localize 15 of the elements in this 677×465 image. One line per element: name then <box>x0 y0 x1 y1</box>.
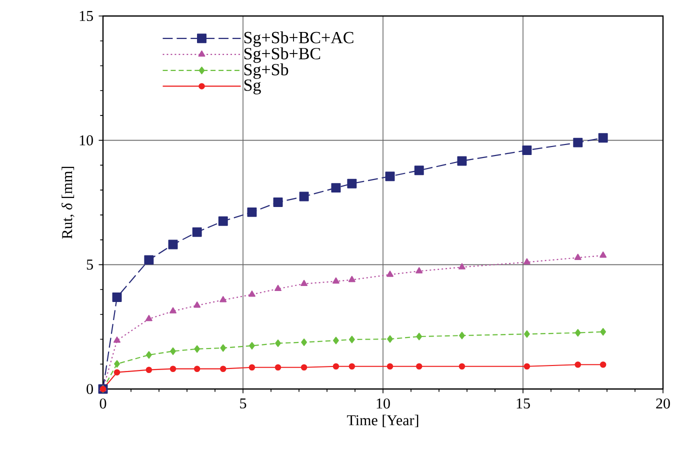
x-tick-label: 0 <box>100 398 106 409</box>
x-tick-label: 20 <box>656 398 670 409</box>
y-axis-title: Rut, δ [mm] <box>62 166 74 239</box>
x-axis-title: Time [Year] <box>347 414 418 428</box>
legend-label: Sg <box>244 79 261 94</box>
y-tick-label: 5 <box>86 260 93 270</box>
legend-label: Sg+Sb+BC+AC <box>244 31 354 47</box>
x-tick-label: 15 <box>516 398 530 408</box>
y-tick-label: 10 <box>80 135 93 146</box>
legend-label: Sg+Sb <box>244 63 288 79</box>
y-tick-label: 0 <box>86 384 93 394</box>
x-tick-label: 10 <box>376 398 390 409</box>
y-tick-label: 15 <box>80 10 93 22</box>
legend-label: Sg+Sb+BC <box>244 47 320 63</box>
x-tick-label: 5 <box>240 398 246 408</box>
